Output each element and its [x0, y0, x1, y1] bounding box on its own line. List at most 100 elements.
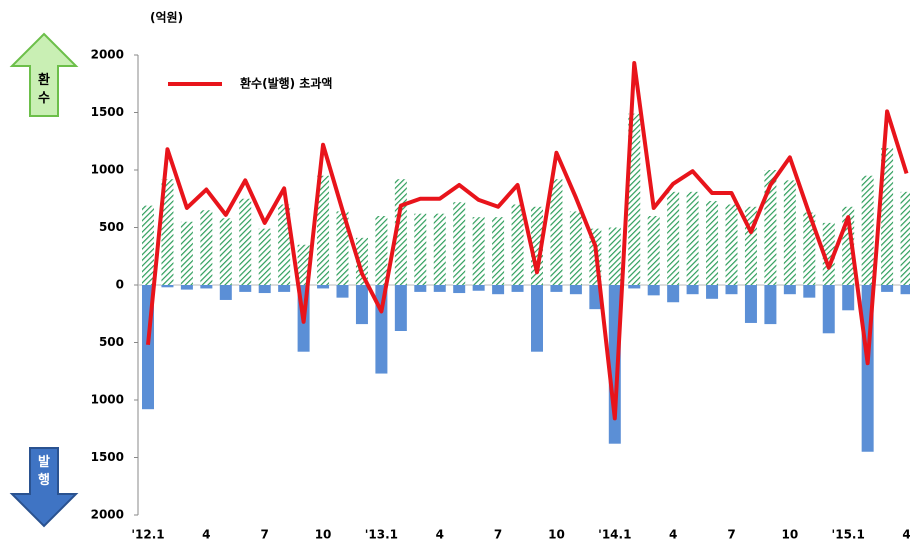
bar: [258, 228, 271, 285]
bar: [180, 285, 193, 290]
bar: [142, 205, 154, 285]
line: [146, 61, 909, 421]
x-tick-label: 4: [902, 528, 910, 542]
x-tick-label: '14.1: [598, 528, 631, 542]
bar: [647, 216, 660, 285]
bar: [861, 175, 874, 285]
y-tick-label: 0: [116, 278, 124, 292]
bar: [492, 217, 505, 285]
bar: [453, 202, 466, 285]
bar: [355, 237, 368, 285]
bar: [608, 227, 621, 285]
bar: [628, 113, 641, 286]
bar: [881, 285, 894, 292]
bar: [355, 285, 368, 325]
bar: [550, 285, 563, 292]
bar: [200, 285, 213, 289]
y-tick-label: 1000: [91, 393, 124, 407]
bar: [822, 285, 835, 334]
bar: [239, 198, 252, 285]
legend-label: 환수(발행) 초과액: [240, 76, 332, 91]
bar: [375, 216, 388, 285]
x-tick-label: 7: [261, 528, 269, 542]
bar: [589, 285, 602, 310]
bar: [803, 285, 816, 298]
bar: [764, 170, 777, 285]
bar: [219, 218, 232, 285]
bar: [569, 211, 582, 285]
y-tick-label: 1500: [91, 105, 124, 119]
bar: [725, 204, 738, 285]
bar: [200, 210, 213, 285]
bar: [744, 285, 757, 323]
bar: [842, 285, 855, 311]
x-tick-label: 4: [669, 528, 677, 542]
x-tick-label: 4: [202, 528, 210, 542]
y-tick-label: 2000: [91, 48, 124, 62]
bar: [414, 213, 427, 285]
x-tick-label: '12.1: [131, 528, 164, 542]
bar: [219, 285, 232, 300]
bar: [336, 211, 349, 285]
bar: [161, 179, 174, 285]
x-tick-label: 4: [436, 528, 444, 542]
x-tick-label: 10: [548, 528, 565, 542]
x-tick-label: '15.1: [832, 528, 865, 542]
bar: [472, 217, 485, 285]
bar: [511, 204, 524, 285]
bar: [667, 285, 680, 303]
bar: [297, 244, 310, 285]
bar: [511, 285, 524, 292]
x-tick-label: 7: [494, 528, 502, 542]
bar: [492, 285, 505, 295]
x-tick-label: 7: [727, 528, 735, 542]
bar: [881, 148, 894, 285]
bar: [278, 285, 291, 292]
bar: [336, 285, 349, 298]
unit-label: (억원): [150, 11, 183, 25]
down-arrow: [9, 447, 79, 528]
bar: [394, 285, 407, 331]
bar: [258, 285, 271, 294]
bar: [900, 285, 910, 295]
bar: [706, 285, 719, 299]
bar: [317, 175, 330, 285]
bar: [239, 285, 252, 292]
bar: [278, 204, 291, 285]
bar: [531, 285, 543, 352]
bar: [180, 221, 193, 285]
bar: [686, 285, 699, 295]
bar: [822, 222, 835, 285]
bar: [317, 285, 330, 289]
bar: [686, 191, 699, 285]
y-tick-label: 2000: [91, 508, 124, 522]
bar: [667, 191, 680, 285]
bar: [569, 285, 582, 295]
x-tick-label: '13.1: [365, 528, 398, 542]
bar: [647, 285, 660, 296]
bar: [433, 285, 446, 292]
bar: [764, 285, 777, 325]
bar: [706, 201, 719, 285]
bar: [803, 212, 816, 285]
bar: [472, 285, 485, 291]
bar: [433, 213, 446, 285]
bar: [783, 285, 796, 295]
bar: [550, 179, 563, 285]
y-tick-label: 1500: [91, 450, 124, 464]
bar: [783, 180, 796, 285]
x-tick-label: 10: [781, 528, 798, 542]
bar: [628, 285, 641, 289]
bar: [900, 191, 910, 285]
bar: [725, 285, 738, 295]
y-tick-label: 1000: [91, 163, 124, 177]
up-arrow: [9, 32, 79, 117]
bar: [414, 285, 427, 292]
y-tick-label: 500: [99, 335, 124, 349]
x-tick-label: 10: [315, 528, 332, 542]
bar: [161, 285, 174, 288]
bar: [453, 285, 466, 294]
